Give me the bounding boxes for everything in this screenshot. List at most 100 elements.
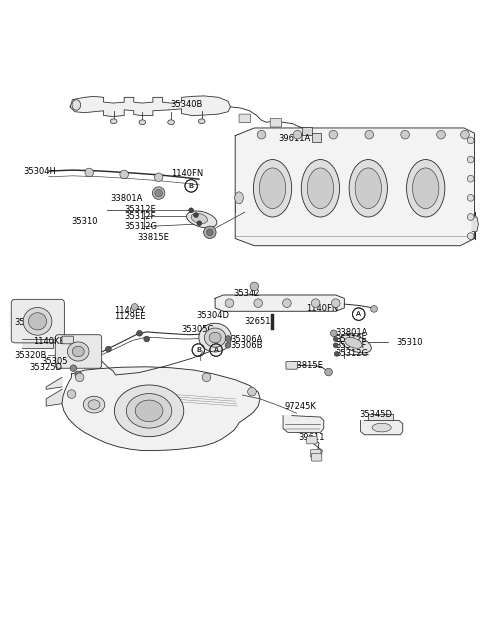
Text: 35342: 35342 <box>234 288 260 298</box>
Ellipse shape <box>253 159 292 217</box>
Circle shape <box>250 282 259 291</box>
Circle shape <box>401 130 409 139</box>
Text: 35325D: 35325D <box>29 363 62 372</box>
Circle shape <box>437 130 445 139</box>
FancyBboxPatch shape <box>312 133 322 142</box>
Text: 35312E: 35312E <box>124 205 156 215</box>
Circle shape <box>468 194 474 201</box>
Ellipse shape <box>372 424 391 432</box>
Text: 35305C: 35305C <box>181 326 214 335</box>
FancyBboxPatch shape <box>312 453 322 461</box>
Polygon shape <box>22 339 53 347</box>
Text: 35306A: 35306A <box>230 335 263 344</box>
Circle shape <box>468 233 474 239</box>
FancyBboxPatch shape <box>307 436 317 444</box>
Text: 33801A: 33801A <box>336 328 368 337</box>
Text: 35306B: 35306B <box>230 341 263 351</box>
FancyBboxPatch shape <box>62 336 73 344</box>
Circle shape <box>193 213 198 217</box>
Circle shape <box>155 189 162 197</box>
Circle shape <box>461 130 469 139</box>
Circle shape <box>371 305 377 312</box>
Circle shape <box>333 343 338 347</box>
Text: 35310: 35310 <box>72 217 98 226</box>
Polygon shape <box>46 389 62 406</box>
Text: 33801A: 33801A <box>110 194 142 203</box>
Circle shape <box>197 221 202 225</box>
Text: A: A <box>356 311 361 317</box>
Ellipse shape <box>407 159 445 217</box>
Circle shape <box>283 299 291 307</box>
Text: 35320B: 35320B <box>14 351 47 360</box>
Ellipse shape <box>114 385 184 437</box>
Circle shape <box>204 226 216 239</box>
Text: 1140FN: 1140FN <box>170 170 203 178</box>
Text: 35305: 35305 <box>41 357 68 366</box>
Circle shape <box>75 373 84 382</box>
Ellipse shape <box>110 119 117 124</box>
Circle shape <box>225 336 231 342</box>
Text: 35312F: 35312F <box>336 341 367 351</box>
Circle shape <box>202 373 211 382</box>
Circle shape <box>333 337 338 342</box>
Ellipse shape <box>139 120 146 124</box>
Circle shape <box>331 299 340 307</box>
Polygon shape <box>235 128 475 246</box>
Text: B: B <box>196 347 201 353</box>
Ellipse shape <box>301 159 339 217</box>
Text: 35304D: 35304D <box>196 311 229 320</box>
Text: 35304H: 35304H <box>24 166 57 175</box>
Text: A: A <box>214 347 218 353</box>
Circle shape <box>324 368 332 376</box>
Text: 32651: 32651 <box>245 317 271 326</box>
Circle shape <box>257 130 266 139</box>
Polygon shape <box>215 295 344 311</box>
Circle shape <box>155 173 163 182</box>
Ellipse shape <box>126 394 172 428</box>
Ellipse shape <box>28 312 47 330</box>
Ellipse shape <box>412 168 439 209</box>
Ellipse shape <box>307 168 334 209</box>
FancyBboxPatch shape <box>55 335 102 368</box>
Ellipse shape <box>135 400 163 422</box>
Ellipse shape <box>191 213 207 224</box>
Text: B: B <box>196 347 201 353</box>
Text: 35345D: 35345D <box>360 410 393 418</box>
FancyBboxPatch shape <box>286 361 298 369</box>
Text: B: B <box>189 183 194 189</box>
Text: B: B <box>189 183 194 189</box>
Ellipse shape <box>355 168 382 209</box>
Circle shape <box>67 390 76 398</box>
Ellipse shape <box>168 120 174 124</box>
Circle shape <box>132 304 138 311</box>
FancyBboxPatch shape <box>11 299 64 343</box>
Polygon shape <box>283 416 324 432</box>
Text: 35340B: 35340B <box>170 100 203 109</box>
Ellipse shape <box>204 328 226 347</box>
Circle shape <box>206 229 213 236</box>
Text: 35310: 35310 <box>396 338 422 347</box>
Ellipse shape <box>88 400 100 410</box>
Circle shape <box>137 330 143 336</box>
Ellipse shape <box>345 337 362 349</box>
Text: 35312G: 35312G <box>124 222 157 231</box>
Polygon shape <box>62 367 260 451</box>
Ellipse shape <box>199 323 231 352</box>
Circle shape <box>468 213 474 220</box>
Circle shape <box>334 352 339 356</box>
Circle shape <box>468 175 474 182</box>
Ellipse shape <box>72 100 81 110</box>
Text: 35312F: 35312F <box>124 212 156 221</box>
FancyBboxPatch shape <box>270 118 282 127</box>
Circle shape <box>153 187 165 199</box>
Ellipse shape <box>198 119 205 124</box>
Circle shape <box>75 371 82 378</box>
FancyBboxPatch shape <box>239 114 251 123</box>
Circle shape <box>106 346 111 352</box>
Text: 33815E: 33815E <box>137 232 169 241</box>
Circle shape <box>85 168 94 177</box>
Ellipse shape <box>83 396 105 413</box>
Circle shape <box>293 130 302 139</box>
Polygon shape <box>46 377 62 389</box>
Polygon shape <box>360 420 403 435</box>
